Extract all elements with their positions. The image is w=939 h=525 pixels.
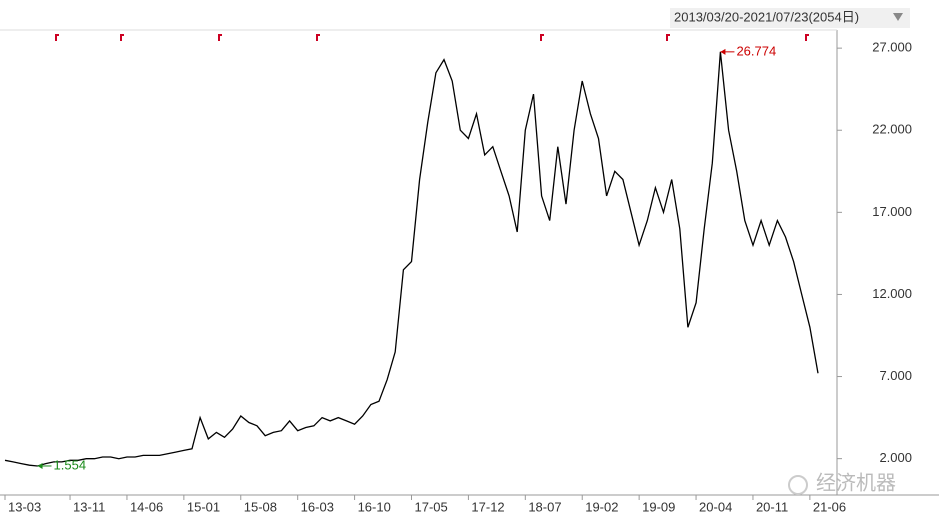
y-tick-label: 17.000 bbox=[872, 204, 912, 219]
y-tick-label: 7.000 bbox=[879, 368, 912, 383]
x-tick-label: 20-04 bbox=[699, 499, 732, 514]
x-tick-label: 21-06 bbox=[813, 499, 846, 514]
x-tick-label: 17-12 bbox=[471, 499, 504, 514]
event-flags bbox=[55, 34, 809, 41]
y-tick-label: 2.000 bbox=[879, 450, 912, 465]
min-arrowhead bbox=[37, 462, 43, 469]
y-tick-label: 22.000 bbox=[872, 122, 912, 137]
x-tick-label: 13-03 bbox=[8, 499, 41, 514]
x-tick-label: 18-07 bbox=[528, 499, 561, 514]
x-tick-label: 16-10 bbox=[358, 499, 391, 514]
x-tick-label: 14-06 bbox=[130, 499, 163, 514]
x-tick-label: 19-09 bbox=[642, 499, 675, 514]
watermark: 经济机器 bbox=[816, 471, 896, 494]
max-label: 26.774 bbox=[736, 43, 776, 58]
range-box bbox=[670, 8, 910, 28]
y-tick-label: 27.000 bbox=[872, 40, 912, 55]
x-tick-label: 15-01 bbox=[187, 499, 220, 514]
y-tick-label: 12.000 bbox=[872, 286, 912, 301]
x-tick-label: 17-05 bbox=[415, 499, 448, 514]
date-range: 2013/03/20-2021/07/23(2054日) bbox=[674, 9, 859, 24]
min-label: 1.554 bbox=[54, 457, 87, 472]
x-tick-label: 19-02 bbox=[585, 499, 618, 514]
x-tick-label: 20-11 bbox=[756, 499, 788, 514]
x-tick-label: 16-03 bbox=[301, 499, 334, 514]
price-line bbox=[4, 51, 819, 467]
logo bbox=[788, 475, 808, 495]
x-tick-label: 15-08 bbox=[244, 499, 277, 514]
max-arrowhead bbox=[720, 48, 726, 55]
dropdown-icon bbox=[893, 13, 903, 21]
x-tick-label: 13-11 bbox=[73, 499, 105, 514]
